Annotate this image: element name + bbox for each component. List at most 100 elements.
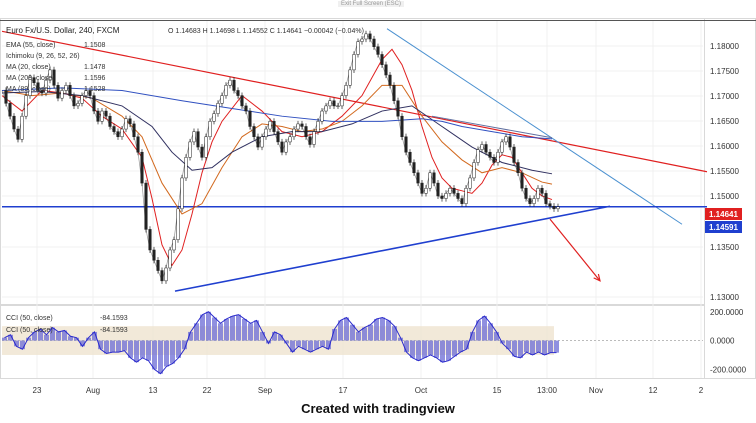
cci-bar [308, 340, 313, 353]
candle-body [292, 128, 296, 138]
candle-body [216, 103, 220, 114]
candle-body [108, 115, 112, 127]
cci-bar [92, 331, 97, 341]
legend-row-ma200[interactable]: MA (200, close) 1.1596 [6, 75, 106, 82]
cci-bar [290, 340, 295, 353]
candle-body [528, 198, 532, 204]
cci-legend-label: CCI (50, close) [6, 327, 53, 334]
x-tick-label: 15 [493, 386, 502, 395]
cci-bar [506, 340, 511, 350]
candle-body [520, 172, 524, 189]
candle-body [180, 177, 184, 210]
legend-row-ichimoku[interactable]: Ichimoku (9, 26, 52, 26) [6, 53, 80, 60]
candle-body [496, 151, 500, 163]
cci-bar [314, 340, 319, 350]
cci-bar [464, 340, 469, 350]
candle-body [460, 198, 464, 204]
candle-body [52, 69, 56, 86]
candle-body [300, 123, 304, 127]
cci-bar [260, 331, 265, 341]
candle-body [404, 136, 408, 153]
price-badge [705, 208, 742, 220]
candle-body [204, 136, 208, 158]
legend-row-ema55[interactable]: EMA (55, close) 1.1508 [6, 42, 106, 49]
candle-body [420, 182, 424, 194]
cci-bar [446, 340, 451, 361]
candle-body [12, 115, 16, 130]
cci-tick-label: 0.0000 [710, 337, 735, 346]
candle-body [28, 77, 32, 96]
candle-body [72, 95, 76, 107]
candle-body [552, 205, 556, 210]
candle-body [468, 177, 472, 189]
candle-body [240, 95, 244, 107]
cci-legend-label: CCI (50, close) [6, 315, 53, 322]
price-badges: 1.14641 1.14591 [705, 208, 742, 233]
candle-body [316, 121, 320, 132]
cci-bar [302, 340, 307, 350]
cci-bar [422, 340, 427, 358]
candle-body [340, 95, 344, 107]
legend-row-ma20[interactable]: MA (20, close) 1.1478 [6, 64, 106, 71]
x-tick-label: 23 [33, 386, 42, 395]
cci-bar [2, 337, 7, 341]
candle-body [64, 85, 68, 91]
trendline [386, 28, 683, 225]
candle-body [276, 131, 280, 143]
candle-body [312, 131, 316, 145]
price-axis [704, 18, 756, 379]
cci-bar [404, 340, 409, 353]
cci-bar [182, 340, 187, 350]
cci-bar [284, 340, 289, 344]
candle-body [272, 121, 276, 132]
candle-body [200, 146, 204, 158]
legend-label: MA (20, close) [6, 64, 51, 71]
cci-bar [104, 340, 109, 354]
candle-body [144, 182, 148, 230]
x-tick-label: 17 [339, 386, 348, 395]
candle-body [244, 105, 248, 112]
candle-body [120, 128, 124, 138]
candle-body [236, 90, 240, 96]
exit-fullscreen-button[interactable]: Exit Full Screen (ESC) [338, 1, 405, 7]
candle-body [476, 149, 480, 163]
legend-value: 1.1528 [84, 86, 106, 93]
legend-row-ma89[interactable]: MA (89, close) 1.1528 [6, 86, 106, 93]
cci-bar [20, 340, 25, 350]
cci-legend: CCI (50, close) -84.1593 CCI (50, close)… [6, 315, 128, 334]
candle-body [308, 136, 312, 145]
cci-tick-label: 200.0000 [710, 308, 744, 317]
candle-body [376, 46, 380, 55]
candle-body [116, 131, 120, 138]
candlesticks [4, 30, 560, 284]
y-tick-label: 1.17000 [710, 92, 739, 101]
legend-label: MA (200, close) [6, 75, 55, 82]
candle-body [60, 90, 64, 99]
candle-body [32, 77, 36, 83]
cci-bar [548, 340, 553, 353]
cci-bar [50, 327, 55, 341]
x-tick-label: Aug [86, 386, 100, 395]
cci-bar [128, 340, 133, 358]
y-axis-labels: 1.18000 1.17500 1.17000 1.16500 1.16000 1.155… [710, 42, 739, 302]
candle-body [456, 193, 460, 199]
cci-bar [146, 340, 151, 361]
candle-body [168, 249, 172, 269]
candle-body [156, 260, 160, 271]
candle-body [384, 64, 388, 76]
x-tick-label: 13 [149, 386, 158, 395]
candle-body [96, 110, 100, 122]
cci-bar [434, 340, 439, 358]
candle-body [76, 103, 80, 107]
candle-body [104, 110, 108, 117]
cci-bar [188, 331, 193, 341]
candle-body [512, 146, 516, 163]
candle-body [284, 141, 288, 153]
candle-body [304, 126, 308, 138]
candle-body [252, 126, 256, 138]
forecast-arrow [549, 218, 601, 282]
cci-bar [332, 329, 337, 341]
candle-body [172, 239, 176, 251]
cci-bar [38, 329, 43, 341]
candle-body [508, 136, 512, 148]
